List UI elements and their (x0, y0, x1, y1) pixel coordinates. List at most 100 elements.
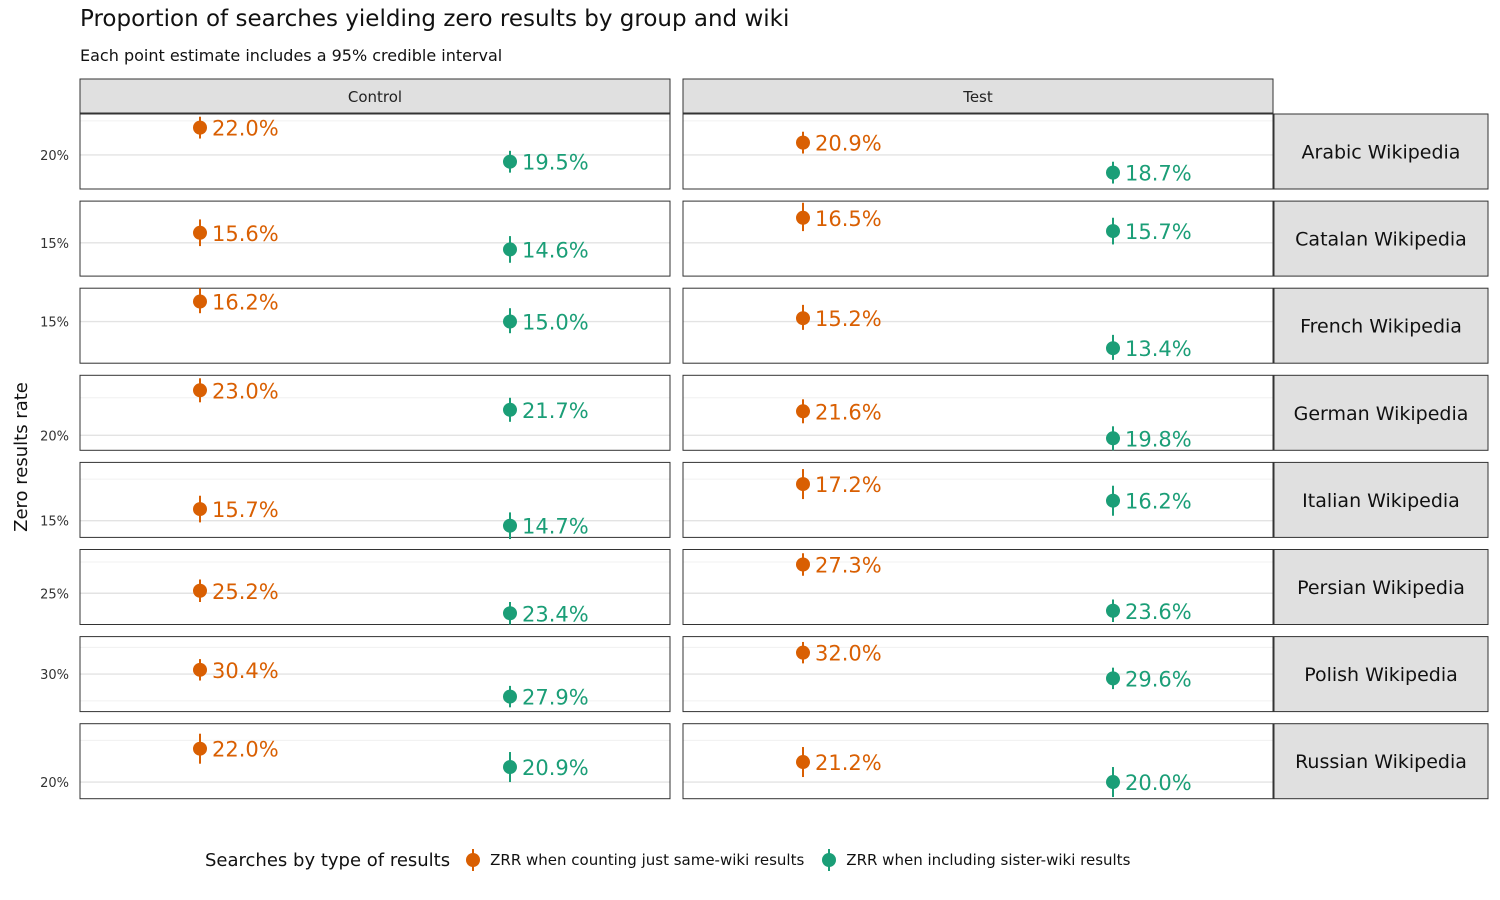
panel-polish-wikipedia-test (682, 636, 1274, 713)
point-italian-wikipedia-test-sister-wiki (1106, 493, 1120, 508)
data-label-polish-wikipedia-control-sister-wiki: 27.9% (522, 686, 589, 710)
point-german-wikipedia-control-same-wiki (193, 383, 207, 398)
data-label-polish-wikipedia-control-same-wiki: 30.4% (212, 659, 279, 683)
legend-label-sister-wiki: ZRR when including sister-wiki results (846, 851, 1131, 869)
point-arabic-wikipedia-test-same-wiki (796, 135, 810, 150)
point-french-wikipedia-test-same-wiki (796, 311, 810, 326)
data-label-german-wikipedia-test-same-wiki: 21.6% (815, 400, 882, 424)
data-label-german-wikipedia-control-sister-wiki: 21.7% (522, 399, 589, 423)
point-german-wikipedia-control-sister-wiki (503, 402, 517, 417)
legend-key-same-wiki-icon (466, 849, 481, 871)
data-label-catalan-wikipedia-control-same-wiki: 15.6% (212, 222, 279, 246)
data-label-french-wikipedia-test-sister-wiki: 13.4% (1125, 337, 1192, 361)
row-strip-label-italian-wikipedia: Italian Wikipedia (1302, 490, 1460, 512)
data-label-arabic-wikipedia-control-sister-wiki: 19.5% (522, 151, 589, 175)
data-label-persian-wikipedia-control-same-wiki: 25.2% (212, 580, 279, 604)
row-strip-german-wikipedia (1273, 374, 1489, 451)
data-label-french-wikipedia-test-same-wiki: 15.2% (815, 307, 882, 331)
point-polish-wikipedia-test-sister-wiki (1106, 671, 1120, 686)
point-french-wikipedia-test-sister-wiki (1106, 341, 1120, 356)
point-french-wikipedia-control-same-wiki (193, 294, 207, 309)
data-label-persian-wikipedia-test-sister-wiki: 23.6% (1125, 600, 1192, 624)
data-label-italian-wikipedia-test-sister-wiki: 16.2% (1125, 490, 1192, 514)
panel-french-wikipedia-control (79, 287, 671, 364)
row-strip-persian-wikipedia (1273, 549, 1489, 625)
data-label-polish-wikipedia-test-sister-wiki: 29.6% (1125, 667, 1192, 691)
row-strip-label-polish-wikipedia: Polish Wikipedia (1304, 664, 1458, 686)
data-label-polish-wikipedia-test-same-wiki: 32.0% (815, 642, 882, 666)
data-label-catalan-wikipedia-test-sister-wiki: 15.7% (1125, 220, 1192, 244)
panel-russian-wikipedia-test (682, 723, 1274, 800)
point-german-wikipedia-test-sister-wiki (1106, 431, 1120, 446)
y-tick-label-polish-wikipedia: 30% (40, 668, 69, 683)
panel-persian-wikipedia-control (79, 549, 671, 625)
point-russian-wikipedia-test-sister-wiki (1106, 775, 1120, 790)
point-catalan-wikipedia-test-sister-wiki (1106, 224, 1120, 239)
point-arabic-wikipedia-control-same-wiki (193, 120, 207, 135)
row-strip-label-german-wikipedia: German Wikipedia (1294, 403, 1469, 425)
row-strip-russian-wikipedia (1273, 723, 1489, 800)
chart-title: Proportion of searches yielding zero res… (80, 6, 790, 32)
point-italian-wikipedia-control-sister-wiki (503, 518, 517, 533)
row-strip-arabic-wikipedia (1273, 113, 1489, 190)
data-label-russian-wikipedia-control-sister-wiki: 20.9% (522, 756, 589, 780)
row-strip-french-wikipedia (1273, 287, 1489, 364)
data-label-french-wikipedia-control-sister-wiki: 15.0% (522, 311, 589, 335)
data-label-catalan-wikipedia-control-sister-wiki: 14.6% (522, 238, 589, 262)
panel-french-wikipedia-test (682, 287, 1274, 364)
column-strip-test (682, 78, 1274, 114)
row-strip-label-catalan-wikipedia: Catalan Wikipedia (1295, 229, 1467, 251)
data-label-italian-wikipedia-control-sister-wiki: 14.7% (522, 515, 589, 539)
column-strip-control (79, 78, 671, 114)
point-german-wikipedia-test-same-wiki (796, 404, 810, 419)
data-label-persian-wikipedia-test-same-wiki: 27.3% (815, 554, 882, 578)
legend-item-same-wiki: ZRR when counting just same-wiki results (464, 847, 804, 873)
point-catalan-wikipedia-control-same-wiki (193, 225, 207, 240)
legend-item-sister-wiki: ZRR when including sister-wiki results (820, 847, 1130, 873)
panel-german-wikipedia-control (79, 374, 671, 451)
panel-polish-wikipedia-control (79, 636, 671, 713)
data-label-arabic-wikipedia-test-same-wiki: 20.9% (815, 132, 882, 156)
point-arabic-wikipedia-test-sister-wiki (1106, 165, 1120, 180)
row-strip-catalan-wikipedia (1273, 200, 1489, 277)
point-arabic-wikipedia-control-sister-wiki (503, 154, 517, 169)
point-polish-wikipedia-control-sister-wiki (503, 689, 517, 704)
point-russian-wikipedia-control-sister-wiki (503, 760, 517, 775)
row-strip-label-russian-wikipedia: Russian Wikipedia (1295, 751, 1467, 773)
chart-subtitle: Each point estimate includes a 95% credi… (80, 46, 503, 65)
panel-catalan-wikipedia-control (79, 200, 671, 277)
point-polish-wikipedia-test-same-wiki (796, 645, 810, 660)
data-label-arabic-wikipedia-test-sister-wiki: 18.7% (1125, 162, 1192, 186)
point-russian-wikipedia-test-same-wiki (796, 755, 810, 770)
data-label-russian-wikipedia-test-sister-wiki: 20.0% (1125, 771, 1192, 795)
point-italian-wikipedia-test-same-wiki (796, 477, 810, 492)
row-strip-label-arabic-wikipedia: Arabic Wikipedia (1302, 142, 1461, 164)
y-tick-label-russian-wikipedia: 20% (40, 776, 69, 791)
data-label-german-wikipedia-test-sister-wiki: 19.8% (1125, 427, 1192, 451)
legend-label-same-wiki: ZRR when counting just same-wiki results (490, 851, 805, 869)
point-catalan-wikipedia-test-same-wiki (796, 210, 810, 225)
data-label-arabic-wikipedia-control-same-wiki: 22.0% (212, 117, 279, 141)
point-russian-wikipedia-control-same-wiki (193, 741, 207, 756)
y-tick-label-arabic-wikipedia: 20% (40, 149, 69, 164)
row-strip-italian-wikipedia (1273, 461, 1489, 538)
panel-persian-wikipedia-test (682, 549, 1274, 625)
faceted-point-chart: Control Test Zero results rate 20% Arabic Wi… (11, 78, 1489, 800)
point-persian-wikipedia-control-sister-wiki (503, 606, 517, 621)
panel-arabic-wikipedia-control (79, 113, 671, 190)
panel-arabic-wikipedia-test (682, 113, 1274, 190)
panel-russian-wikipedia-control (79, 723, 671, 800)
data-label-catalan-wikipedia-test-same-wiki: 16.5% (815, 207, 882, 231)
data-label-russian-wikipedia-control-same-wiki: 22.0% (212, 738, 279, 762)
data-label-russian-wikipedia-test-same-wiki: 21.2% (815, 751, 882, 775)
point-persian-wikipedia-control-same-wiki (193, 583, 207, 598)
panel-italian-wikipedia-control (79, 461, 671, 538)
panel-catalan-wikipedia-test (682, 200, 1274, 277)
y-tick-label-catalan-wikipedia: 15% (40, 237, 69, 252)
y-tick-label-french-wikipedia: 15% (40, 316, 69, 331)
point-persian-wikipedia-test-same-wiki (796, 557, 810, 572)
point-persian-wikipedia-test-sister-wiki (1106, 603, 1120, 618)
column-strip-label-test: Test (962, 88, 993, 106)
y-tick-label-german-wikipedia: 20% (40, 429, 69, 444)
y-tick-label-persian-wikipedia: 25% (40, 587, 69, 602)
